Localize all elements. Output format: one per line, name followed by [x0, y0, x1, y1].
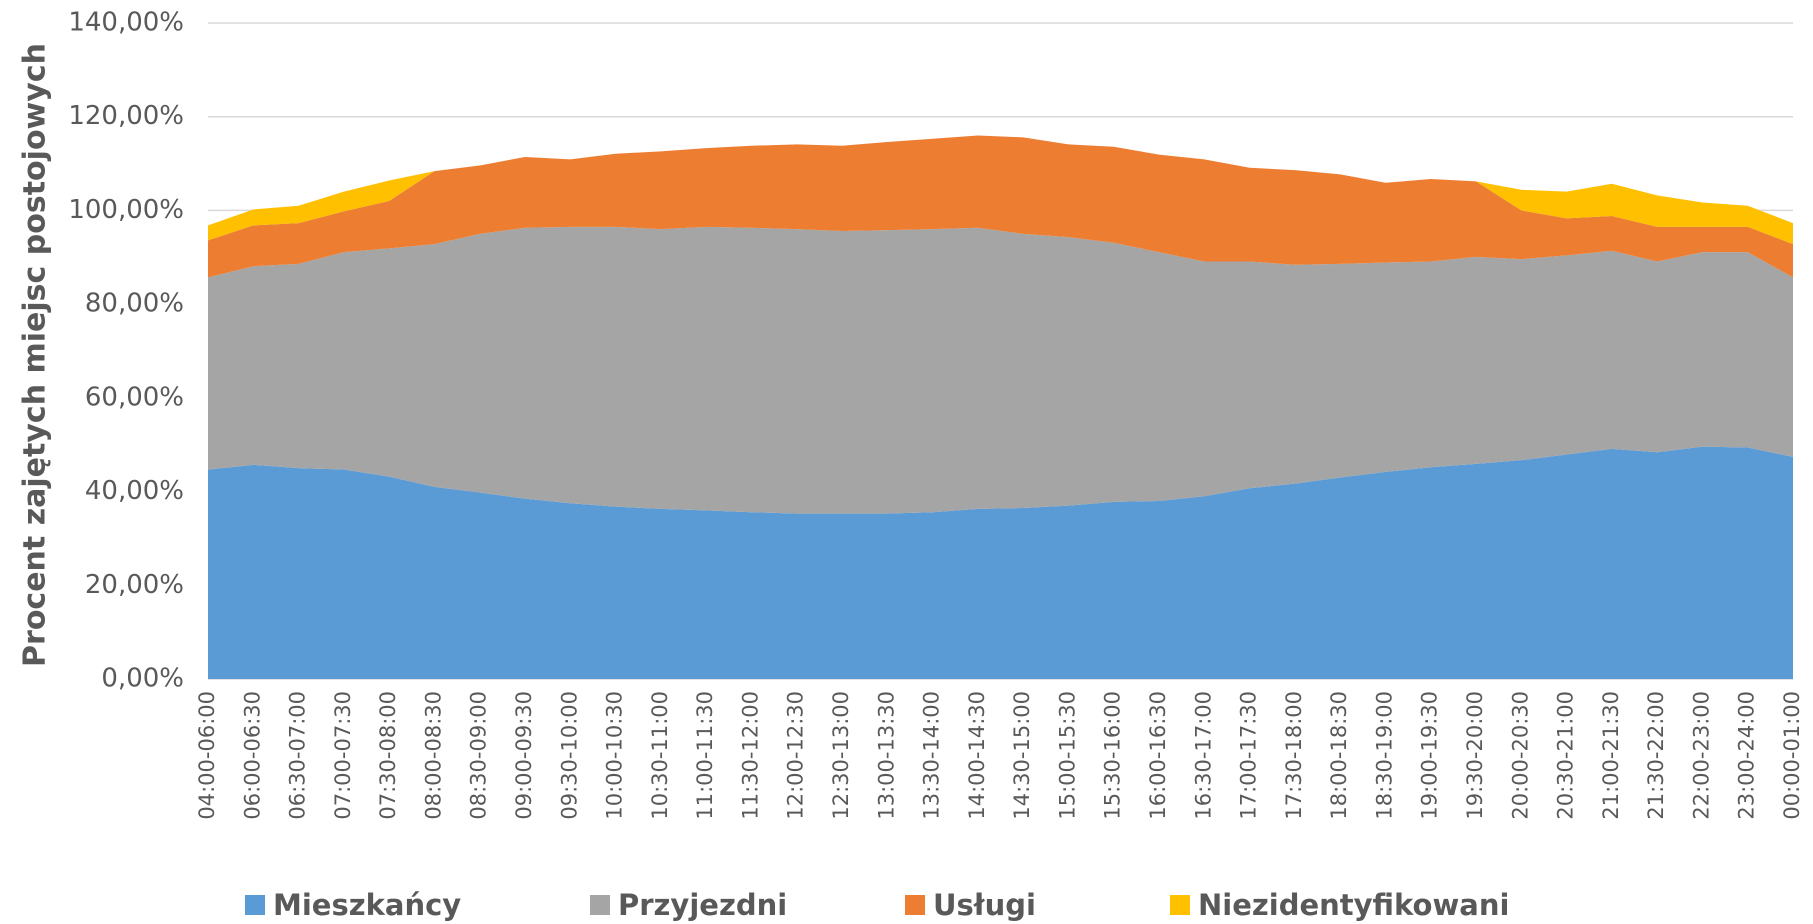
legend-label: Niezidentyfikowani	[1198, 888, 1509, 922]
x-tick-label: 18:00-18:30	[1327, 691, 1351, 820]
x-tick-label: 13:30-14:00	[920, 691, 944, 820]
x-tick-label: 18:30-19:00	[1372, 691, 1396, 820]
x-tick-label: 15:00-15:30	[1055, 691, 1079, 820]
y-tick-label: 0,00%	[101, 664, 184, 694]
y-tick-label: 120,00%	[68, 101, 184, 131]
x-tick-label: 14:00-14:30	[965, 691, 989, 820]
x-tick-label: 08:00-08:30	[421, 691, 445, 820]
x-tick-label: 15:30-16:00	[1101, 691, 1125, 820]
x-tick-label: 21:00-21:30	[1599, 691, 1623, 820]
area	[208, 135, 1793, 278]
x-tick-label: 09:00-09:30	[512, 691, 536, 820]
x-tick-label: 19:30-20:00	[1463, 691, 1487, 820]
legend-label: Mieszkańcy	[273, 888, 461, 922]
x-tick-label: 10:30-11:00	[648, 691, 672, 820]
x-tick-label: 12:30-13:00	[829, 691, 853, 820]
x-tick-label: 07:00-07:30	[331, 691, 355, 820]
x-tick-label: 17:00-17:30	[1237, 691, 1261, 820]
x-tick-label: 00:00-01:00	[1780, 691, 1804, 820]
legend-swatch	[590, 895, 610, 915]
y-axis-label: Procent zajętych miejsc postojowych	[18, 43, 53, 667]
x-tick-label: 16:00-16:30	[1146, 691, 1170, 820]
legend-label: Przyjezdni	[618, 888, 787, 922]
x-tick-label: 11:00-11:30	[693, 691, 717, 820]
y-tick-label: 20,00%	[85, 570, 184, 600]
x-tick-label: 19:00-19:30	[1418, 691, 1442, 820]
x-tick-label: 10:00-10:30	[603, 691, 627, 820]
y-tick-label: 100,00%	[68, 195, 184, 225]
legend-swatch	[1170, 895, 1190, 915]
x-tick-label: 08:30-09:00	[467, 691, 491, 820]
x-tick-label: 07:30-08:00	[376, 691, 400, 820]
x-tick-label: 06:30-07:00	[286, 691, 310, 820]
y-tick-label: 40,00%	[85, 476, 184, 506]
x-tick-label: 14:30-15:00	[1010, 691, 1034, 820]
x-tick-label: 11:30-12:00	[738, 691, 762, 820]
x-tick-label: 12:00-12:30	[784, 691, 808, 820]
y-tick-label: 80,00%	[85, 289, 184, 319]
x-tick-label: 20:30-21:00	[1554, 691, 1578, 820]
x-tick-label: 09:30-10:00	[557, 691, 581, 820]
area	[208, 226, 1793, 514]
x-tick-label: 06:00-06:30	[240, 691, 264, 820]
legend-label: Usługi	[933, 888, 1036, 922]
y-tick-label: 140,00%	[68, 8, 184, 38]
legend-swatch	[245, 895, 265, 915]
x-tick-label: 13:00-13:30	[874, 691, 898, 820]
x-tick-label: 23:00-24:00	[1735, 691, 1759, 820]
x-tick-label: 16:30-17:00	[1191, 691, 1215, 820]
y-tick-label: 60,00%	[85, 382, 184, 412]
legend-swatch	[905, 895, 925, 915]
x-tick-label: 20:00-20:30	[1508, 691, 1532, 820]
x-tick-label: 04:00-06:00	[195, 691, 219, 820]
x-tick-label: 17:30-18:00	[1282, 691, 1306, 820]
x-tick-label: 21:30-22:00	[1644, 691, 1668, 820]
x-tick-label: 22:00-23:00	[1689, 691, 1713, 820]
area	[208, 446, 1793, 679]
